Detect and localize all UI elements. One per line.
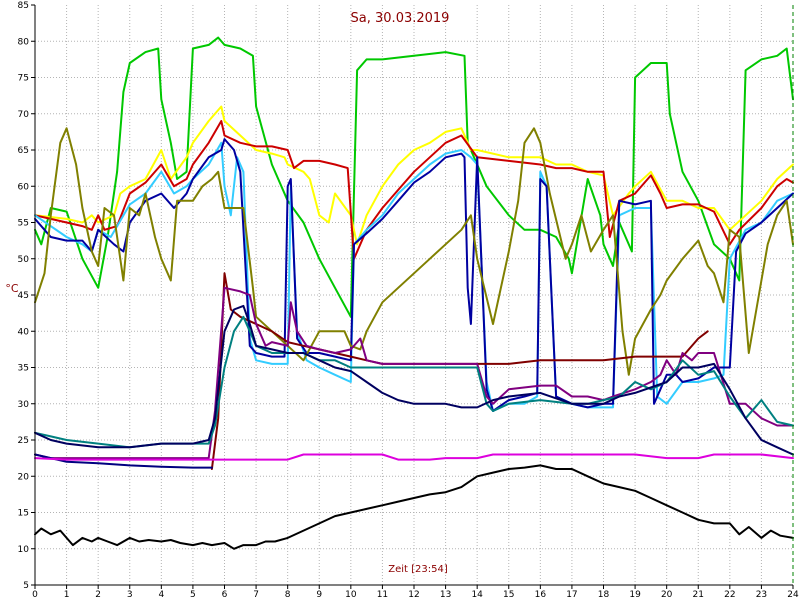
y-tick-label: 30 (18, 400, 30, 410)
series-line-5 (34, 138, 794, 412)
x-tick-label: 0 (32, 590, 38, 600)
series-line-12 (34, 453, 794, 461)
x-tick-label: 17 (566, 590, 577, 600)
y-tick-label: 25 (18, 436, 29, 446)
x-tick-label: 9 (316, 590, 322, 600)
x-tick-label: 19 (629, 590, 641, 600)
x-tick-label: 1 (64, 590, 70, 600)
x-tick-label: 13 (440, 590, 451, 600)
axes (31, 4, 794, 589)
chart-title: Sa, 30.03.2019 (351, 11, 450, 26)
x-tick-label: 10 (345, 590, 357, 600)
y-tick-label: 70 (18, 110, 30, 120)
tick-labels: 0 1 2 3 4 5 6 7 8 9 10 11 12 13 14 15 16 17 18 19 20 21 22 23 24… (18, 1, 799, 600)
x-tick-label: 20 (661, 590, 673, 600)
series-group (34, 36, 794, 550)
series-line-10 (34, 304, 794, 456)
y-tick-label: 60 (18, 182, 30, 192)
series-line-8 (34, 286, 794, 460)
x-tick-label: 3 (127, 590, 133, 600)
x-tick-label: 22 (724, 590, 735, 600)
y-tick-label: 40 (18, 327, 30, 337)
x-tick-label: 18 (598, 590, 610, 600)
y-tick-label: 85 (18, 1, 29, 11)
x-tick-label: 4 (158, 590, 164, 600)
x-tick-label: 5 (190, 590, 196, 600)
x-tick-label: 11 (377, 590, 388, 600)
y-tick-label: 80 (18, 37, 30, 47)
x-tick-label: 7 (253, 590, 259, 600)
x-tick-label: 6 (222, 590, 228, 600)
x-tick-label: 16 (535, 590, 547, 600)
x-tick-label: 8 (285, 590, 291, 600)
series-line-1 (34, 36, 794, 318)
x-tick-label: 2 (95, 590, 101, 600)
series-line-4 (34, 141, 794, 412)
x-tick-label: 12 (408, 590, 419, 600)
y-tick-label: 5 (23, 581, 29, 591)
y-tick-label: 50 (18, 255, 30, 265)
y-tick-label: 15 (18, 509, 29, 519)
y-tick-label: 65 (18, 146, 29, 156)
series-line-3 (34, 120, 794, 260)
y-tick-label: 20 (18, 472, 30, 482)
x-tick-label: 24 (787, 590, 799, 600)
x-tick-label: 15 (503, 590, 514, 600)
series-line-13 (34, 464, 794, 550)
y-axis-label: °C (5, 282, 19, 295)
x-axis-label: Zeit [23:54] (388, 564, 448, 575)
x-tick-label: 23 (756, 590, 767, 600)
y-tick-label: 75 (18, 74, 29, 84)
series-line-9 (34, 315, 794, 449)
series-line-6 (34, 127, 794, 376)
series-line-11 (34, 453, 213, 469)
x-tick-label: 14 (471, 590, 483, 600)
y-tick-label: 55 (18, 219, 29, 229)
series-line-2 (34, 105, 794, 246)
y-tick-label: 10 (18, 545, 30, 555)
x-tick-label: 21 (693, 590, 704, 600)
y-tick-label: 45 (18, 291, 29, 301)
y-tick-label: 35 (18, 364, 29, 374)
